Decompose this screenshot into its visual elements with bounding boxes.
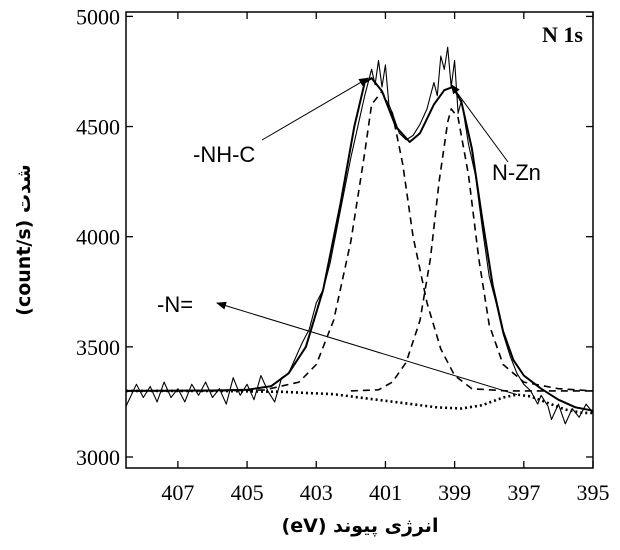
series-nhc: [126, 90, 593, 392]
y-axis-title: شدت (count/s): [13, 164, 35, 315]
series-n: [126, 389, 593, 415]
x-tick-label: 399: [438, 480, 471, 505]
series-group: [125, 46, 594, 425]
arrow-nhc: [261, 77, 370, 141]
series-nzn: [350, 108, 594, 392]
series-fit: [125, 77, 594, 412]
x-tick-label: 401: [369, 480, 402, 505]
chart-title: N 1s: [542, 22, 583, 47]
x-tick-label: 407: [161, 480, 194, 505]
arrows-group: [216, 77, 518, 396]
x-tick-label: 395: [577, 480, 610, 505]
y-tick-label: 3000: [76, 445, 120, 470]
ticks-group: 407 405 403 401 399 397 395 3000 3500 4000 4500 500…: [76, 4, 610, 505]
x-tick-label: 403: [300, 480, 333, 505]
y-tick-label: 3500: [76, 335, 120, 360]
x-axis-title: انرژی پیوند (eV): [282, 515, 439, 537]
annotation-n-double: -N=: [157, 292, 193, 317]
arrow-n-double: [216, 301, 518, 396]
arrow-nzn: [450, 83, 509, 163]
y-tick-label: 5000: [76, 4, 120, 29]
series-raw: [125, 46, 594, 425]
y-tick-label: 4500: [76, 115, 120, 140]
x-tick-label: 397: [507, 480, 540, 505]
y-tick-label: 4000: [76, 225, 120, 250]
plot-frame: [125, 11, 594, 469]
annotation-nhc: -NH-C: [193, 142, 255, 167]
x-tick-label: 405: [231, 480, 264, 505]
annotation-nzn: N-Zn: [492, 160, 541, 185]
